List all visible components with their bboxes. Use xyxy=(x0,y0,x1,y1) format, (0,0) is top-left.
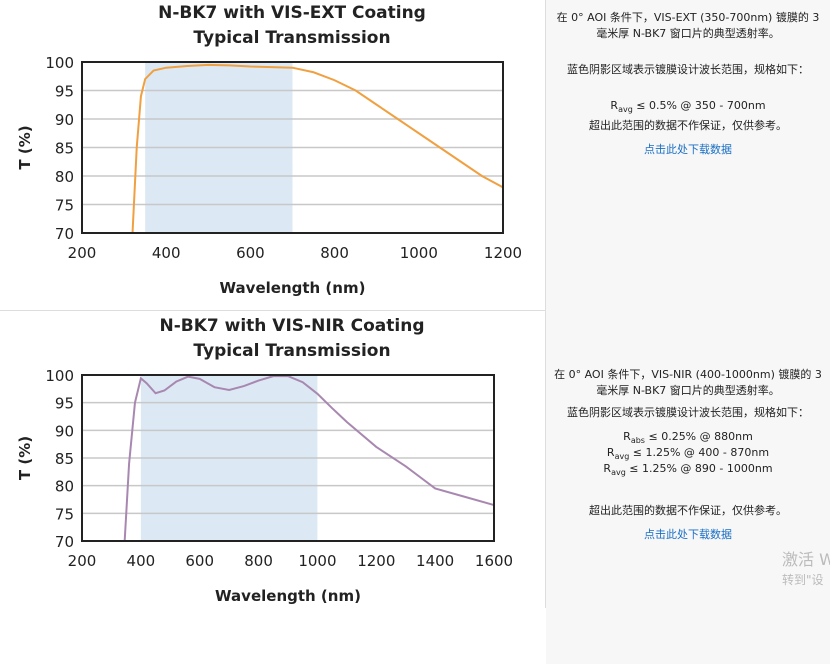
chart-title: Typical Transmission xyxy=(193,341,390,361)
x-tick-label: 400 xyxy=(127,552,156,570)
y-tick-label: 80 xyxy=(55,168,74,186)
x-tick-label: 800 xyxy=(244,552,273,570)
y-tick-label: 85 xyxy=(55,450,74,468)
x-tick-label: 1600 xyxy=(475,552,513,570)
y-tick-label: 85 xyxy=(55,140,74,158)
spec-line: Rabs ≤ 0.25% @ 880nm xyxy=(623,430,753,446)
chart-title: N-BK7 with VIS-NIR Coating xyxy=(159,316,424,336)
x-axis-label: Wavelength (nm) xyxy=(215,587,361,605)
x-tick-label: 1400 xyxy=(416,552,454,570)
chart-vis-nir: N-BK7 with VIS-NIR Coating Typical Transm… xyxy=(16,316,513,605)
x-tick-label: 600 xyxy=(236,244,265,262)
transmission-curve xyxy=(123,375,495,542)
y-tick-label: 70 xyxy=(55,533,74,551)
description: 在 0° AOI 条件下，VIS-NIR (400-1000nm) 镀膜的 3 … xyxy=(554,368,822,397)
x-tick-label: 1000 xyxy=(400,244,438,262)
x-tick-label: 600 xyxy=(185,552,214,570)
x-tick-label: 200 xyxy=(68,552,97,570)
plot-frame xyxy=(81,374,495,542)
y-tick-label: 95 xyxy=(55,395,74,413)
y-tick-label: 95 xyxy=(55,83,74,101)
x-tick-label: 200 xyxy=(68,244,97,262)
x-axis-label: Wavelength (nm) xyxy=(220,279,366,297)
product-row-vis-nir: N-BK7 with VIS-NIR Coating Typical Transm… xyxy=(0,311,830,664)
x-tick-label: 1200 xyxy=(357,552,395,570)
x-tick-label: 1200 xyxy=(484,244,522,262)
y-tick-label: 80 xyxy=(55,478,74,496)
y-tick-label: 75 xyxy=(55,197,74,215)
y-tick-label: 90 xyxy=(55,111,74,129)
chart-title: Typical Transmission xyxy=(193,28,390,48)
chart-vis-ext: N-BK7 with VIS-EXT Coating Typical Transm… xyxy=(16,3,522,297)
plot-frame xyxy=(81,61,504,234)
product-row-vis-ext: N-BK7 with VIS-EXT Coating Typical Transm… xyxy=(0,0,830,320)
watermark-line2: 转到"设 xyxy=(782,573,824,587)
x-tick-label: 400 xyxy=(152,244,181,262)
y-tick-label: 100 xyxy=(45,367,74,385)
spec-intro: 蓝色阴影区域表示镀膜设计波长范围，规格如下： xyxy=(567,406,809,419)
transmission-curve xyxy=(131,63,504,234)
y-tick-label: 75 xyxy=(55,505,74,523)
download-data-link[interactable]: 点击此处下载数据 xyxy=(644,143,732,156)
y-tick-label: 100 xyxy=(45,54,74,72)
description-panel: 在 0° AOI 条件下，VIS-NIR (400-1000nm) 镀膜的 3 … xyxy=(546,311,830,664)
spec-line: Ravg ≤ 0.5% @ 350 - 700nm xyxy=(610,99,766,115)
chart-title: N-BK7 with VIS-EXT Coating xyxy=(158,3,426,23)
download-data-link[interactable]: 点击此处下载数据 xyxy=(644,528,732,541)
description: 在 0° AOI 条件下，VIS-EXT (350-700nm) 镀膜的 3 毫… xyxy=(556,11,820,40)
description-panel: 在 0° AOI 条件下，VIS-EXT (350-700nm) 镀膜的 3 毫… xyxy=(546,0,830,320)
disclaimer: 超出此范围的数据不作保证，仅供参考。 xyxy=(589,504,787,517)
x-tick-label: 800 xyxy=(320,244,349,262)
spec-line: Ravg ≤ 1.25% @ 400 - 870nm xyxy=(606,446,770,462)
spec-line: Ravg ≤ 1.25% @ 890 - 1000nm xyxy=(603,462,773,478)
y-axis-label: T (%) xyxy=(16,436,34,480)
disclaimer: 超出此范围的数据不作保证，仅供参考。 xyxy=(589,119,787,132)
x-tick-label: 1000 xyxy=(298,552,336,570)
watermark-line1: 激活 W xyxy=(782,550,830,569)
spec-intro: 蓝色阴影区域表示镀膜设计波长范围，规格如下： xyxy=(567,63,809,76)
y-tick-label: 90 xyxy=(55,422,74,440)
y-axis-label: T (%) xyxy=(16,125,34,169)
y-tick-label: 70 xyxy=(55,225,74,243)
